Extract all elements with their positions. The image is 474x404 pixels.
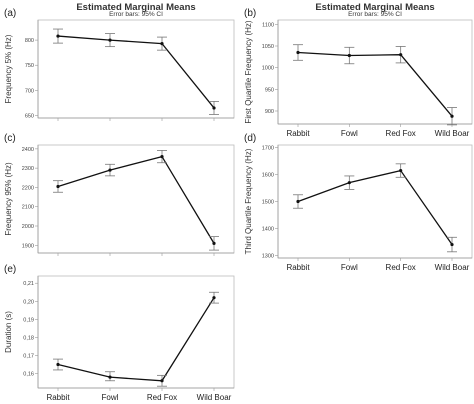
y-tick-label: 800 — [25, 38, 34, 44]
y-axis-label: Third Quartile Frequency (Hz) — [244, 148, 253, 254]
x-tick-label: Wild Boar — [435, 263, 470, 272]
data-point-fowl — [347, 181, 351, 185]
y-tick-label: 1700 — [262, 146, 274, 152]
y-tick-label: 700 — [25, 88, 34, 94]
y-tick-label: 2300 — [22, 166, 34, 172]
panel-label: (e) — [4, 264, 16, 275]
y-tick-label: 900 — [265, 109, 274, 115]
series-line — [297, 169, 453, 245]
panel-frame — [37, 144, 235, 254]
chart-title: Estimated Marginal Means — [76, 2, 195, 13]
y-tick-label: 2000 — [22, 224, 34, 230]
data-point-red-fox — [160, 154, 164, 159]
y-tick-label: 0,21 — [23, 281, 34, 287]
data-point-fowl — [108, 38, 112, 42]
panel-label: (d) — [244, 133, 256, 144]
panel-frame — [277, 144, 473, 259]
y-tick-label: 1400 — [262, 226, 274, 232]
y-tick-label: 1000 — [262, 66, 274, 72]
y-tick-label: 1300 — [262, 253, 274, 259]
x-tick-label: Wild Boar — [197, 393, 232, 402]
series-line — [57, 35, 215, 109]
x-tick-label: Fowl — [341, 263, 358, 272]
data-point-rabbit — [296, 199, 300, 204]
data-point-wild-boar — [212, 296, 216, 300]
panel-d: (d) Third Quartile Frequency (Hz) 1300 1400… — [244, 133, 473, 272]
panel-label: (b) — [244, 8, 256, 19]
y-tick-label: 650 — [25, 113, 34, 119]
y-tick-label: 1100 — [262, 22, 274, 28]
y-tick-label: 950 — [265, 87, 274, 93]
data-point-fowl — [108, 375, 112, 379]
chart-title: Estimated Marginal Means — [315, 2, 434, 13]
panel-frame — [277, 19, 473, 125]
series-line — [57, 297, 215, 382]
x-tick-label: Rabbit — [46, 393, 70, 402]
y-axis-label: First Quartile Frequency (Hz) — [244, 20, 253, 123]
panel-frame — [37, 19, 235, 119]
y-tick-label: 0,17 — [23, 353, 34, 359]
y-tick-label: 1050 — [262, 44, 274, 50]
chart-subtitle: Error bars: 95% CI — [109, 11, 163, 18]
y-tick-label: 0,18 — [23, 335, 34, 341]
y-tick-label: 0,16 — [23, 372, 34, 378]
y-tick-label: 0,19 — [23, 317, 34, 323]
y-tick-label: 0,20 — [23, 299, 34, 305]
panel-label: (a) — [4, 8, 16, 19]
panel-label: (c) — [4, 133, 16, 144]
data-point-rabbit — [56, 362, 60, 367]
data-point-rabbit — [56, 184, 60, 189]
y-tick-label: 2200 — [22, 185, 34, 191]
y-tick-label: 2400 — [22, 147, 34, 153]
y-axis-label: Frequency 95% (Hz) — [4, 162, 13, 236]
y-tick-label: 1600 — [262, 173, 274, 179]
panel-frame — [37, 275, 235, 389]
y-tick-label: 2100 — [22, 205, 34, 211]
x-tick-label: Fowl — [102, 393, 119, 402]
x-tick-label: Red Fox — [386, 129, 416, 138]
data-point-wild-boar — [212, 106, 216, 110]
series-line — [57, 155, 215, 244]
x-tick-label: Rabbit — [286, 263, 310, 272]
data-point-fowl — [347, 53, 351, 58]
x-tick-label: Red Fox — [386, 263, 416, 272]
panel-e: (e) Duration (s) 0,16 0,17 0,18 0,19 0,20 0,21 R… — [4, 264, 235, 402]
data-point-red-fox — [160, 379, 164, 383]
x-tick-label: Red Fox — [147, 393, 177, 402]
x-tick-label: Wild Boar — [435, 129, 470, 138]
data-point-wild-boar — [212, 241, 216, 245]
data-point-fowl — [108, 168, 112, 172]
data-point-red-fox — [399, 53, 403, 57]
data-point-red-fox — [160, 42, 164, 46]
series-line — [297, 51, 453, 117]
chart-subtitle: Error bars: 95% CI — [348, 11, 402, 18]
data-point-wild-boar — [450, 242, 454, 247]
x-tick-label: Rabbit — [286, 129, 310, 138]
y-tick-label: 1900 — [22, 243, 34, 249]
data-point-wild-boar — [450, 114, 454, 118]
data-point-red-fox — [399, 168, 403, 173]
y-axis-label: Frequency 5% (Hz) — [4, 34, 13, 103]
y-axis-label: Duration (s) — [4, 311, 13, 353]
data-point-rabbit — [56, 34, 60, 38]
y-tick-label: 1500 — [262, 200, 274, 206]
x-tick-label: Fowl — [341, 129, 358, 138]
panel-c: (c) Frequency 95% (Hz) 1900 2000 2100 2200 230… — [4, 133, 235, 256]
data-point-rabbit — [296, 50, 300, 55]
y-tick-label: 750 — [25, 63, 34, 69]
